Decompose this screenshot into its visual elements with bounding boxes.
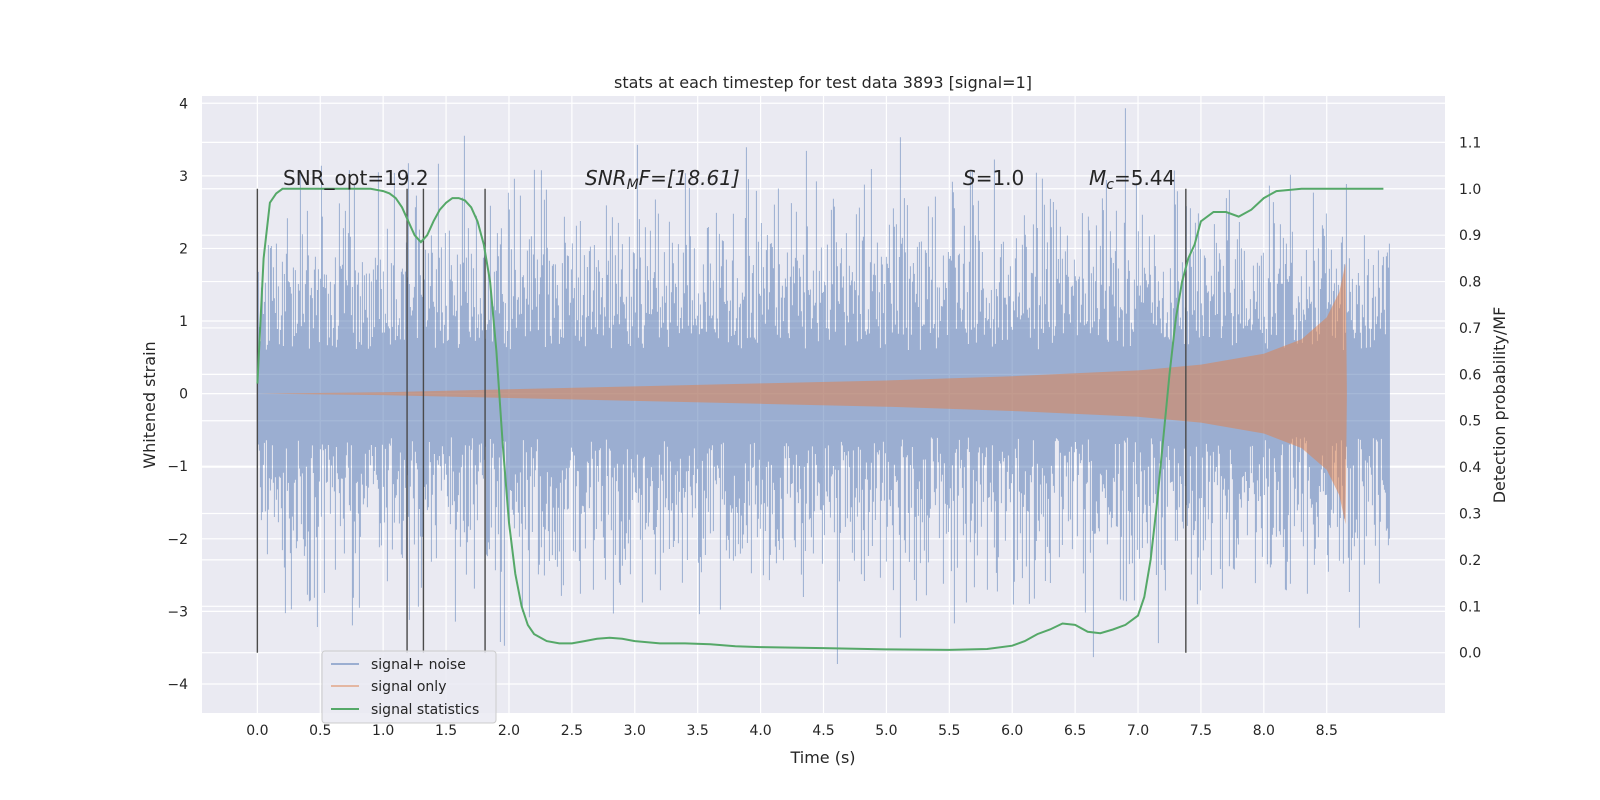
snr-mf-subscript: M bbox=[627, 177, 639, 193]
x-axis-label: Time (s) bbox=[789, 748, 855, 767]
x-tick-label: 6.0 bbox=[1001, 723, 1023, 739]
y2-tick-label: 1.0 bbox=[1459, 182, 1481, 198]
x-tick-label: 8.5 bbox=[1316, 723, 1338, 739]
x-tick-label: 0.5 bbox=[309, 723, 331, 739]
y2-tick-label: 0.2 bbox=[1459, 553, 1481, 569]
y-tick-label: −4 bbox=[167, 677, 188, 693]
signal-statistics-series bbox=[256, 187, 1384, 651]
signal-only-series bbox=[257, 263, 1390, 525]
y-tick-label: 3 bbox=[179, 169, 188, 185]
y2-axis-label: Detection probability/MF bbox=[1490, 307, 1509, 504]
y-tick-label: −2 bbox=[167, 532, 188, 548]
y2-tick-label: 0.8 bbox=[1459, 275, 1481, 291]
x-tick-label: 1.0 bbox=[372, 723, 394, 739]
mc-symbol: M bbox=[1089, 166, 1106, 190]
y-tick-label: −1 bbox=[167, 459, 188, 475]
x-tick-label: 7.0 bbox=[1127, 723, 1149, 739]
y2-tick-label: 0.5 bbox=[1459, 414, 1481, 430]
x-tick-label: 7.5 bbox=[1190, 723, 1212, 739]
annotation-snr-opt: SNR_opt=19.2 bbox=[283, 166, 429, 190]
x-tick-label: 5.0 bbox=[875, 723, 897, 739]
x-tick-label: 0.0 bbox=[246, 723, 268, 739]
y-tick-label: 1 bbox=[179, 314, 188, 330]
annotation-s: S=1.0 bbox=[963, 166, 1024, 190]
y2-tick-label: 0.6 bbox=[1459, 367, 1481, 383]
signal-only-line bbox=[257, 263, 1390, 525]
x-tick-label: 4.0 bbox=[749, 723, 771, 739]
annotation-snr-mf: SNRMF=[18.61] bbox=[585, 166, 740, 193]
mc-value: =5.44 bbox=[1114, 166, 1175, 190]
y2-tick-label: 0.3 bbox=[1459, 507, 1481, 523]
x-tick-label: 2.0 bbox=[498, 723, 520, 739]
y-axis-ticks: −4 −3 −2 −1 0 1 2 3 4 bbox=[167, 96, 188, 693]
y2-tick-label: 0.0 bbox=[1459, 646, 1481, 662]
x-tick-label: 3.5 bbox=[687, 723, 709, 739]
x-tick-label: 5.5 bbox=[938, 723, 960, 739]
x-tick-label: 2.5 bbox=[561, 723, 583, 739]
y-tick-label: 0 bbox=[179, 387, 188, 403]
chart-title: stats at each timestep for test data 389… bbox=[614, 73, 1032, 92]
y2-axis-ticks: 0.0 0.1 0.2 0.3 0.4 0.5 0.6 0.7 0.8 0.9 1.0 1.1 bbox=[1459, 135, 1481, 661]
y2-tick-label: 0.4 bbox=[1459, 460, 1481, 476]
annotation-mc: Mc=5.44 bbox=[1089, 166, 1175, 193]
mc-subscript: c bbox=[1106, 177, 1114, 193]
x-axis-ticks: 0.0 0.5 1.0 1.5 2.0 2.5 3.0 3.5 4.0 4.5 5.0 5.5 6.0 6… bbox=[246, 723, 1338, 739]
legend-box bbox=[321, 650, 497, 724]
x-tick-label: 3.0 bbox=[624, 723, 646, 739]
legend-label-signal-statistics: signal statistics bbox=[371, 702, 479, 718]
x-tick-label: 8.0 bbox=[1253, 723, 1275, 739]
y2-tick-label: 0.9 bbox=[1459, 228, 1481, 244]
s-value: =1.0 bbox=[976, 166, 1025, 190]
x-tick-label: 6.5 bbox=[1064, 723, 1086, 739]
y-tick-label: 2 bbox=[179, 241, 188, 257]
y-tick-label: −3 bbox=[167, 604, 188, 620]
s-symbol: S bbox=[963, 166, 976, 190]
x-tick-label: 4.5 bbox=[812, 723, 834, 739]
snr-mf-value: F=[18.61] bbox=[639, 166, 740, 190]
snr-mf-symbol: SNR bbox=[585, 166, 627, 190]
y2-tick-label: 0.7 bbox=[1459, 321, 1481, 337]
legend: signal+ noise signal only signal statist… bbox=[321, 650, 497, 724]
signal-statistics-line bbox=[256, 187, 1384, 651]
y2-tick-label: 1.1 bbox=[1459, 135, 1481, 151]
legend-label-signal-noise: signal+ noise bbox=[371, 657, 466, 673]
y-axis-label: Whitened strain bbox=[140, 341, 159, 468]
y-tick-label: 4 bbox=[179, 96, 188, 112]
vertical-markers bbox=[256, 188, 1187, 653]
x-tick-label: 1.5 bbox=[435, 723, 457, 739]
legend-label-signal-only: signal only bbox=[371, 679, 446, 695]
y2-tick-label: 0.1 bbox=[1459, 599, 1481, 615]
